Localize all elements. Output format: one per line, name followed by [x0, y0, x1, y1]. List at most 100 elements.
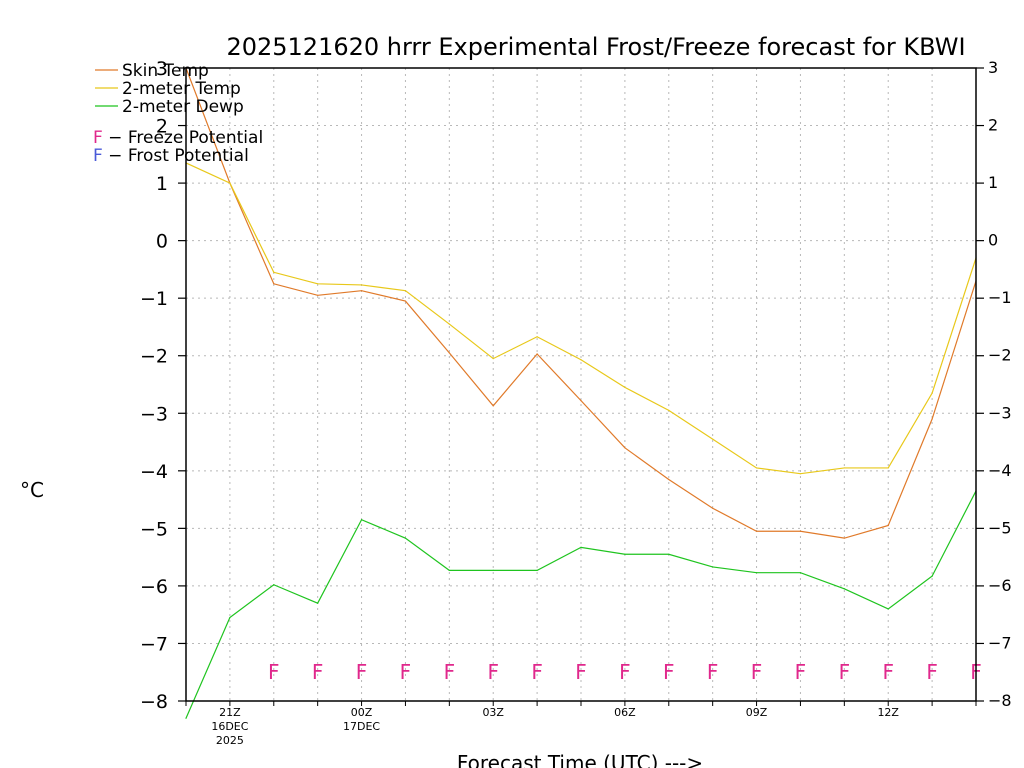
y-tick-label-left: 0 — [156, 231, 168, 253]
gridlines — [185, 67, 977, 702]
data-point-2-meter-dewp — [668, 553, 670, 555]
data-point-skin-temp — [360, 290, 363, 292]
data-point-skin-temp — [448, 352, 450, 354]
y-tick-label-left: −4 — [140, 461, 168, 483]
freeze-flag: F — [882, 660, 894, 684]
data-point-skin-temp — [580, 400, 582, 402]
data-point-skin-temp — [799, 530, 802, 532]
data-point-2-meter-temp — [536, 336, 538, 338]
data-point-2-meter-dewp — [624, 553, 626, 555]
data-point-skin-temp — [668, 478, 670, 481]
data-point-2-meter-temp — [755, 467, 758, 469]
freeze-flag: F — [487, 660, 499, 684]
x-tick-label: 06Z — [614, 706, 636, 719]
data-point-2-meter-temp — [931, 392, 933, 394]
data-point-2-meter-temp — [843, 467, 845, 469]
data-point-skin-temp — [317, 294, 319, 296]
data-point-2-meter-temp — [712, 438, 714, 440]
y-tick-label-right: −6 — [988, 576, 1012, 595]
freeze-flag: F — [575, 660, 587, 684]
y-tick-label-left: 2 — [156, 116, 168, 138]
series-line-2-meter-temp — [185, 162, 977, 475]
data-point-2-meter-temp — [404, 290, 407, 292]
data-point-2-meter-dewp — [799, 572, 802, 574]
data-point-2-meter-temp — [448, 323, 450, 325]
data-point-2-meter-dewp — [580, 546, 582, 548]
series-lines — [185, 67, 977, 719]
data-point-skin-temp — [843, 537, 845, 539]
legend-flag-letter: F — [93, 128, 103, 148]
y-tick-label-right: 2 — [988, 116, 998, 135]
data-point-2-meter-dewp — [273, 584, 275, 586]
legend-flag-text: − Frost Potential — [103, 146, 249, 166]
legend-label: Skin Temp — [122, 61, 209, 81]
legend-flag-text: − Freeze Potential — [103, 128, 263, 148]
data-point-2-meter-temp — [887, 467, 889, 469]
data-point-skin-temp — [273, 283, 275, 285]
x-tick-label: 2025 — [216, 734, 244, 747]
freeze-flag: F — [619, 660, 631, 684]
legend-label: 2-meter Dewp — [122, 97, 244, 117]
legend-flag-entry: F − Freeze Potential — [93, 128, 263, 148]
data-point-2-meter-temp — [624, 386, 626, 388]
y-tick-label-right: −7 — [988, 633, 1012, 652]
y-tick-label-left: −5 — [140, 518, 168, 540]
y-tick-label-left: 3 — [156, 58, 168, 80]
y-tick-label-right: 1 — [988, 173, 998, 192]
freeze-flag: F — [356, 660, 368, 684]
y-tick-label-right: −3 — [988, 403, 1012, 422]
y-tick-label-left: −6 — [140, 576, 168, 598]
y-tick-label-right: −1 — [988, 288, 1012, 307]
y-tick-label-right: −2 — [988, 346, 1012, 365]
data-point-2-meter-temp — [317, 283, 319, 285]
data-point-2-meter-dewp — [185, 717, 187, 719]
data-point-2-meter-dewp — [492, 569, 494, 571]
data-point-2-meter-temp — [799, 473, 802, 475]
y-tick-label-left: −3 — [140, 403, 168, 425]
freeze-flag: F — [268, 660, 280, 684]
x-tick-label: 16DEC — [211, 720, 248, 733]
data-point-skin-temp — [536, 353, 538, 355]
y-tick-label-right: 0 — [988, 231, 998, 250]
data-point-skin-temp — [755, 530, 758, 532]
data-point-2-meter-dewp — [931, 575, 933, 577]
data-point-2-meter-dewp — [536, 569, 538, 571]
data-point-2-meter-temp — [668, 409, 670, 411]
freeze-flag: F — [400, 660, 412, 684]
freeze-flag: F — [444, 660, 456, 684]
y-tick-label-left: −8 — [140, 691, 168, 713]
x-tick-label: 17DEC — [343, 720, 380, 733]
freeze-flag: F — [531, 660, 543, 684]
x-axis-label: Forecast Time (UTC) ---> — [457, 751, 703, 768]
legend-flag-entry: F − Frost Potential — [93, 146, 249, 166]
freeze-flag: F — [839, 660, 851, 684]
data-point-2-meter-temp — [492, 358, 494, 360]
data-point-skin-temp — [712, 507, 714, 509]
data-point-2-meter-dewp — [448, 569, 450, 571]
data-point-2-meter-temp — [273, 271, 275, 273]
y-axis-label: °C — [20, 478, 44, 502]
legend-label: 2-meter Temp — [122, 79, 241, 99]
y-tick-label-left: −2 — [140, 346, 168, 368]
freeze-flag: F — [751, 660, 763, 684]
axis-ticks: 3 3 2 2 1 1 0 0 −1 −1 −2 −2 −3 −3 −4 −4 −5 −5 −6 −6 −7 −7 −8 −8… — [140, 58, 1012, 747]
y-tick-label-left: 1 — [156, 173, 168, 195]
freeze-flag: F — [795, 660, 807, 684]
y-tick-label-right: 3 — [988, 58, 998, 77]
data-point-2-meter-dewp — [755, 572, 758, 574]
legend-flag-letter: F — [93, 146, 103, 166]
chart-title: 2025121620 hrrr Experimental Frost/Freez… — [226, 33, 965, 61]
freeze-flag: F — [707, 660, 719, 684]
plot-frame — [185, 67, 977, 702]
data-point-skin-temp — [624, 447, 626, 449]
y-tick-label-right: −4 — [988, 461, 1012, 480]
data-point-skin-temp — [404, 300, 407, 302]
y-tick-label-right: −5 — [988, 518, 1012, 537]
x-tick-label: 00Z — [351, 706, 373, 719]
data-point-skin-temp — [887, 524, 889, 527]
data-point-2-meter-dewp — [887, 608, 889, 610]
data-point-2-meter-dewp — [317, 602, 319, 604]
